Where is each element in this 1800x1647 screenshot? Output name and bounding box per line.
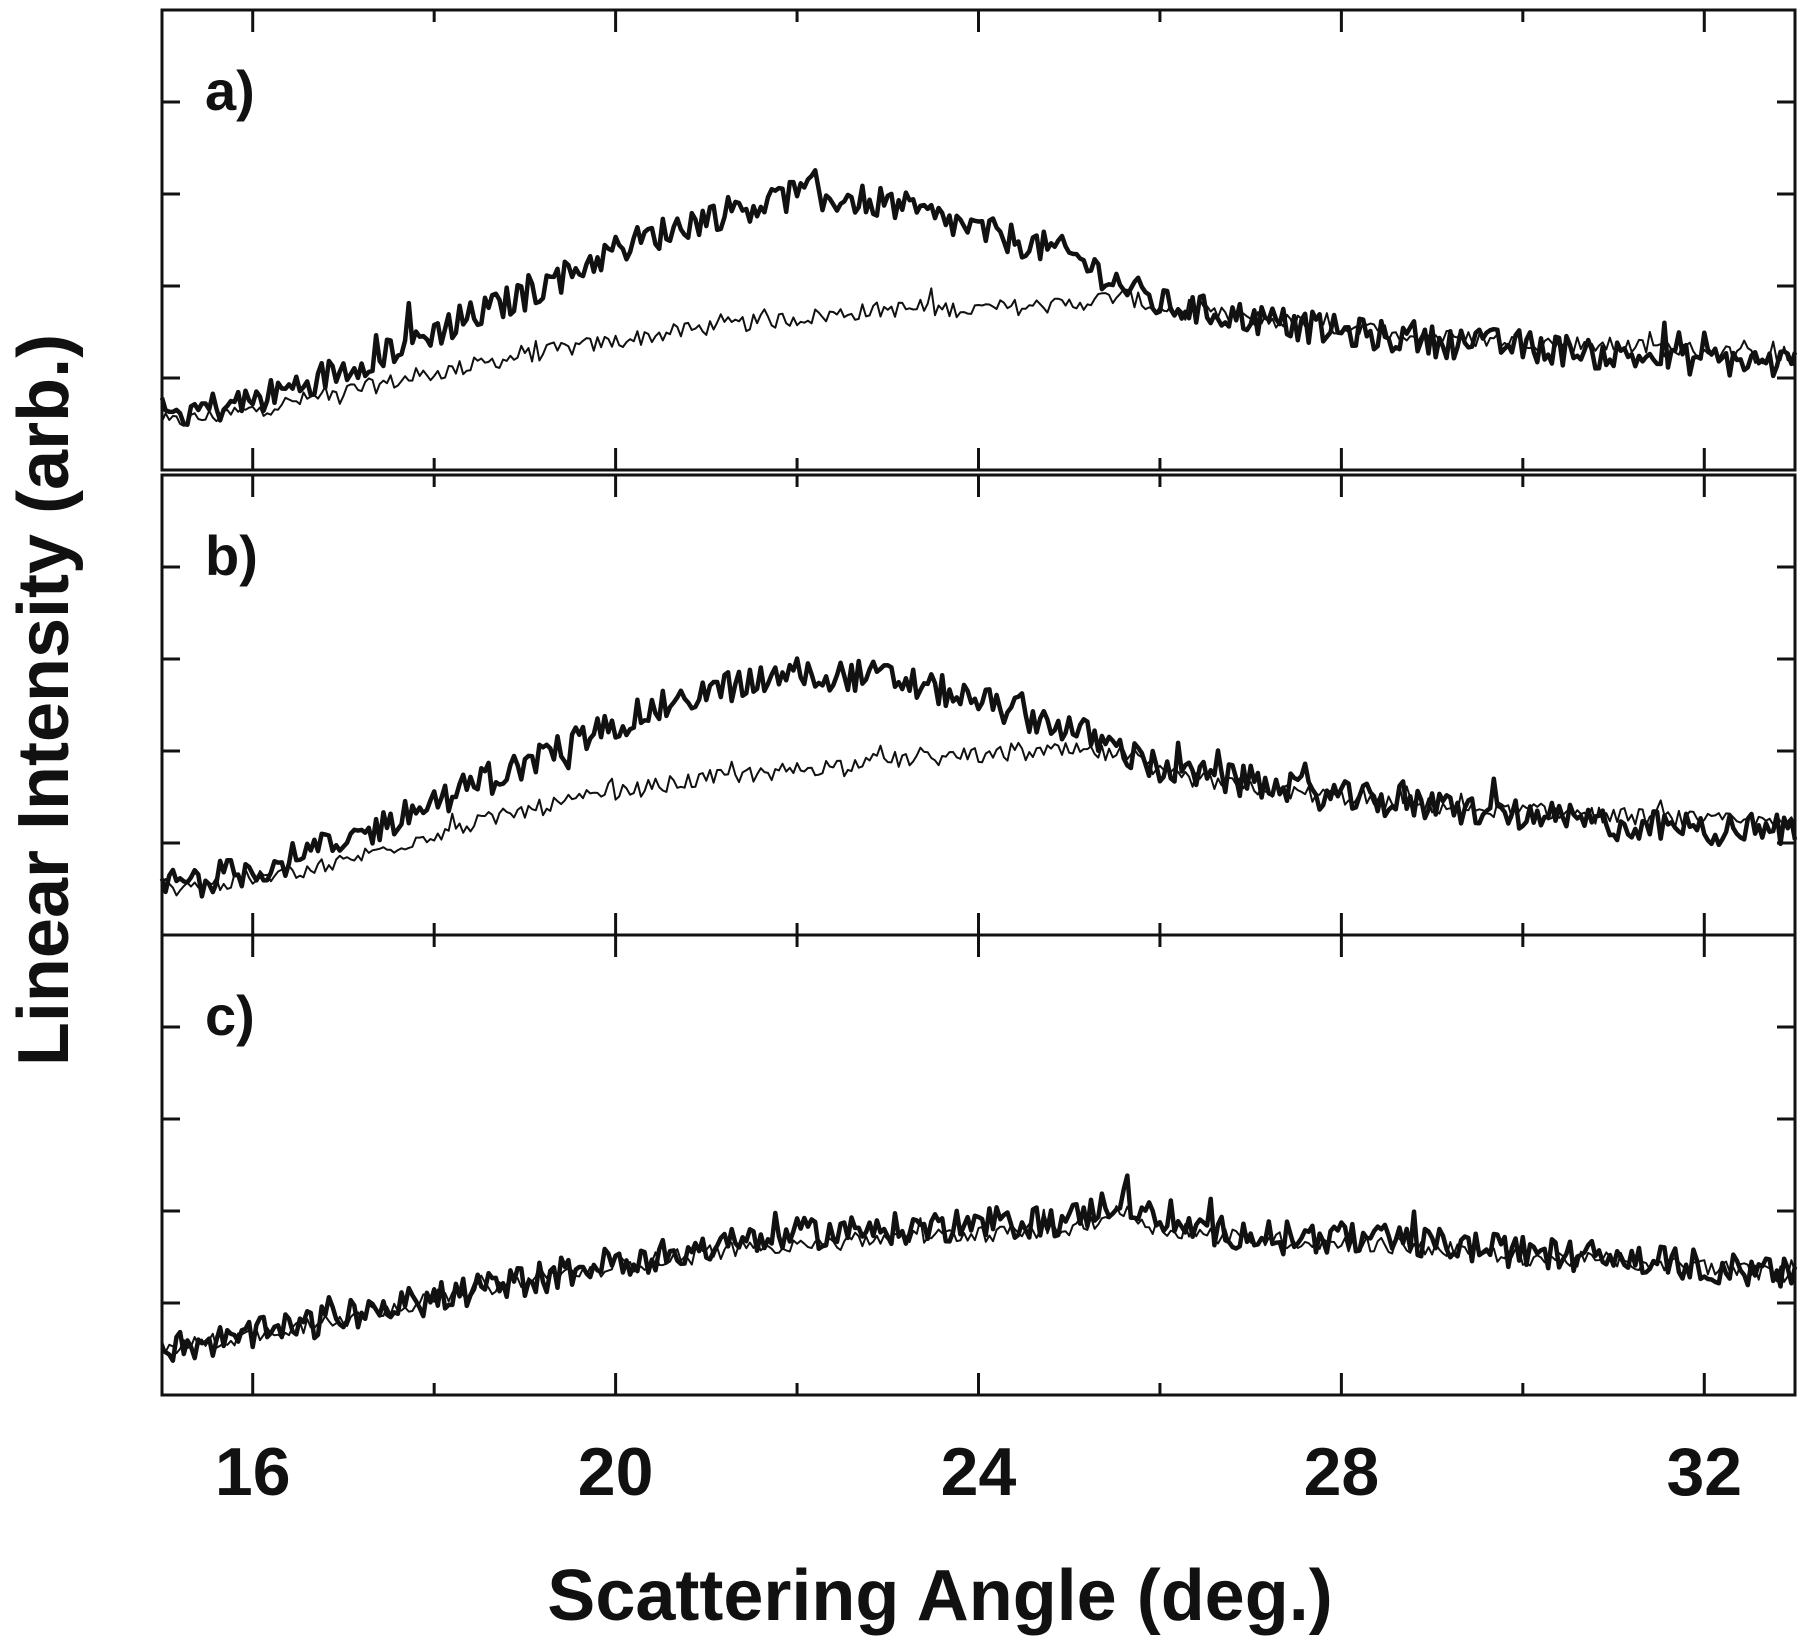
x-tick-label: 20 xyxy=(578,1434,654,1510)
panel-b: b) xyxy=(159,473,1798,937)
x-axis-title: Scattering Angle (deg.) xyxy=(547,1556,1332,1636)
series-line-thick xyxy=(159,656,1798,899)
plot-area: a) b) c) 16 20 24 28 32 xyxy=(159,8,1798,1510)
x-tick-label: 24 xyxy=(941,1434,1017,1510)
series-line-thin xyxy=(161,741,1796,897)
panel-label: a) xyxy=(205,59,255,122)
y-axis-title: Linear Intensity (arb.) xyxy=(4,334,84,1066)
panel-c: c) xyxy=(160,933,1798,1397)
panel-frame xyxy=(160,8,1797,472)
series-line-thin xyxy=(161,1205,1796,1355)
panel-frame xyxy=(160,933,1797,1397)
panel-label: b) xyxy=(205,524,258,587)
x-tick-label: 16 xyxy=(215,1434,291,1510)
series-line-thick xyxy=(161,1173,1798,1363)
panel-a: a) xyxy=(159,8,1798,472)
x-tick-label: 32 xyxy=(1666,1434,1742,1510)
series-line-thick xyxy=(159,168,1798,427)
x-tick-label: 28 xyxy=(1304,1434,1380,1510)
panel-label: c) xyxy=(205,984,255,1047)
